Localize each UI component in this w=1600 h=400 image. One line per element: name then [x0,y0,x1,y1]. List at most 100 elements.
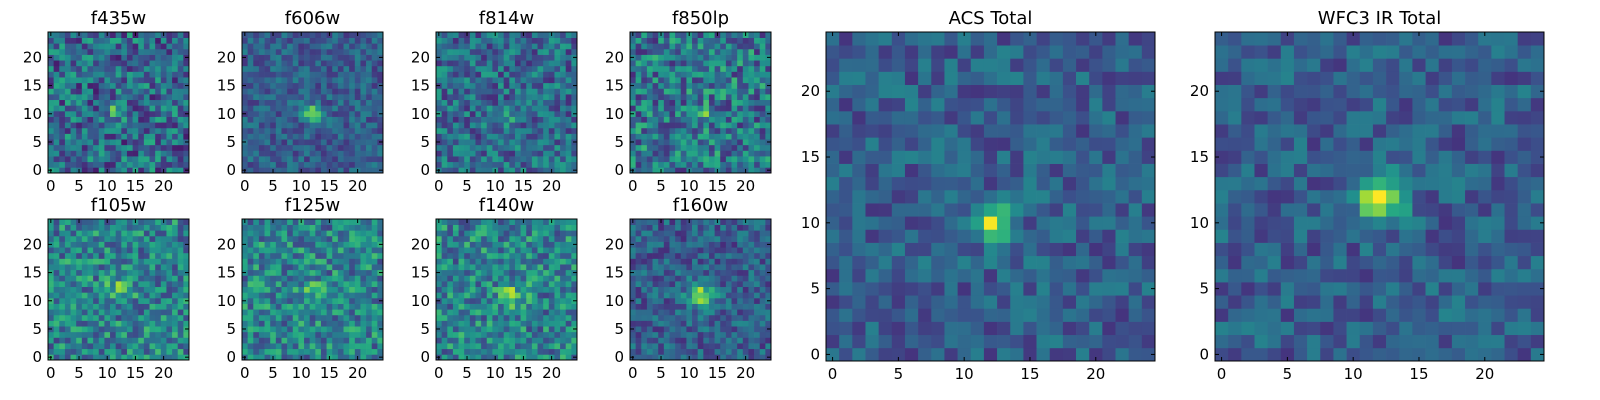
heatmap-cell [692,43,699,50]
heatmap-cell [481,297,488,304]
heatmap-cell [526,281,533,288]
heatmap-cell [731,314,738,321]
heatmap-cell [275,281,282,288]
heatmap-cell [565,144,572,151]
heatmap-cell [337,60,344,67]
heatmap-cell [292,264,299,271]
heatmap-cell [658,303,665,310]
heatmap-cell [543,60,550,67]
heatmap-cell [309,65,316,72]
heatmap-cell [132,326,139,333]
y-tick-label: 5 [32,133,42,151]
heatmap-cell [686,116,693,123]
heatmap-cell [560,94,567,101]
heatmap-cell [155,326,162,333]
heatmap-cell [377,343,384,350]
heatmap-cell [543,230,550,237]
heatmap-cell [298,275,305,282]
heatmap-cell [270,348,277,355]
heatmap-cell [332,77,339,84]
heatmap-cell [132,303,139,310]
heatmap-cell [703,65,710,72]
heatmap-cell [149,230,156,237]
heatmap-cell [258,219,265,225]
heatmap-cell [166,116,173,123]
heatmap-cell [646,331,653,338]
heatmap-cell [70,354,77,361]
heatmap-cell [320,241,327,248]
heatmap-cell [469,48,476,55]
heatmap-cell [87,43,94,50]
heatmap-cell [686,348,693,355]
heatmap-cell [630,88,636,95]
heatmap-cell [697,281,704,288]
heatmap-cell [441,144,448,151]
heatmap-cell [560,354,567,361]
heatmap-cell [447,224,454,231]
heatmap-cell [366,247,373,254]
heatmap-cell [275,105,282,112]
heatmap-cell [258,235,265,242]
heatmap-cell [481,32,488,38]
heatmap-cell [354,258,361,265]
heatmap-cell [87,224,94,231]
heatmap-cell [725,320,732,327]
heatmap-cell [59,337,66,344]
heatmap-cell [737,99,744,106]
x-tick-label: 0 [434,177,444,195]
heatmap-cell [320,275,327,282]
heatmap-cell [366,167,373,174]
heatmap-cell [759,314,766,321]
heatmap-cell [475,133,482,140]
heatmap-cell [669,269,676,276]
heatmap-cell [458,105,465,112]
heatmap-cell [486,354,493,361]
heatmap-cell [548,292,555,299]
heatmap-cell [469,320,476,327]
heatmap-cell [708,331,715,338]
heatmap-cell [469,144,476,151]
heatmap-cell [486,292,493,299]
heatmap-cell [309,230,316,237]
heatmap-cell [149,48,156,55]
heatmap-cell [292,224,299,231]
heatmap-cell [560,320,567,327]
heatmap-cell [177,264,184,271]
heatmap-cell [759,286,766,293]
heatmap-cell [731,348,738,355]
heatmap-cell [663,71,670,78]
heatmap-cell [326,82,333,89]
heatmap-cell [281,303,288,310]
heatmap-cell [447,219,454,225]
heatmap-cell [349,48,356,55]
heatmap-cell [149,82,156,89]
heatmap-cell [686,297,693,304]
heatmap-cell [554,105,561,112]
heatmap-cell [53,247,60,254]
heatmap-cell [669,150,676,157]
heatmap-cell [452,258,459,265]
heatmap-cell [48,133,54,140]
heatmap-cell [332,43,339,50]
heatmap-cell [452,219,459,225]
x-tick-label: 20 [154,177,173,195]
heatmap-cell [526,326,533,333]
heatmap-cell [281,275,288,282]
heatmap-cell [560,133,567,140]
heatmap-cell [281,269,288,276]
heatmap-cell [177,219,184,225]
heatmap-cell [703,144,710,151]
heatmap-cell [87,343,94,350]
heatmap-cell [247,48,254,55]
y-tick-label: 20 [217,48,236,66]
heatmap-cell [565,337,572,344]
heatmap-cell [669,60,676,67]
heatmap-cell [692,48,699,55]
heatmap-cell [720,94,727,101]
heatmap-cell [731,139,738,146]
heatmap-cell [748,320,755,327]
heatmap-cell [663,77,670,84]
heatmap-cell [320,303,327,310]
heatmap-cell [635,275,642,282]
